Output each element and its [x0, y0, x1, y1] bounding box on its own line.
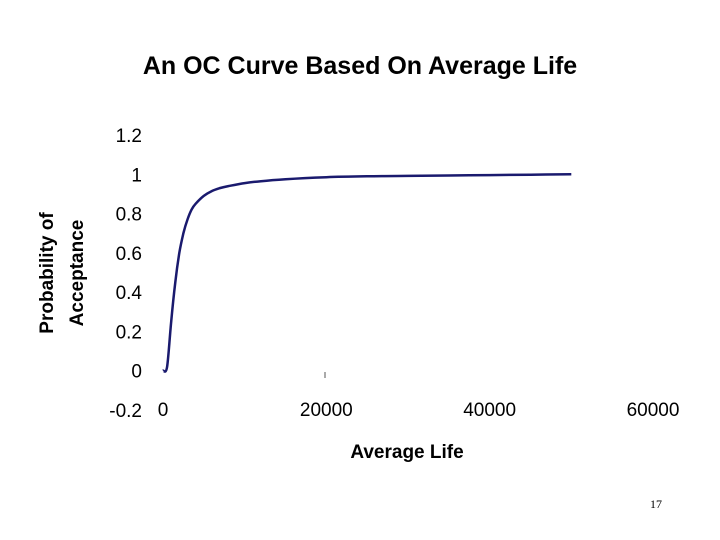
page-number: 17 [650, 497, 662, 511]
y-tick-label: 1 [131, 165, 142, 186]
x-axis-label: Average Life [350, 442, 463, 463]
y-tick-label: 0 [131, 362, 142, 383]
x-tick-label: 60000 [627, 400, 680, 421]
x-tick-label: 20000 [300, 400, 353, 421]
x-tick-label: 40000 [463, 400, 516, 421]
x-tick-label: 0 [158, 400, 169, 421]
y-tick-label: 0.4 [116, 283, 143, 304]
series-lines [161, 173, 572, 373]
y-tick-label: 0.2 [116, 322, 142, 343]
y-tick-label: 0.8 [116, 205, 142, 226]
oc-curve-line [161, 173, 572, 373]
x-tick-labels: 0 20000 40000 60000 [158, 400, 680, 421]
y-axis-label-line1: Probability of [37, 212, 58, 334]
y-tick-label: -0.2 [109, 401, 142, 422]
y-axis-label-line2: Acceptance [67, 220, 88, 327]
y-tick-label: 0.6 [116, 244, 142, 265]
chart-title: An OC Curve Based On Average Life [142, 52, 578, 80]
y-tick-labels: -0.2 0 0.2 0.4 0.6 0.8 1 1.2 [109, 126, 142, 422]
y-tick-label: 1.2 [116, 126, 142, 147]
